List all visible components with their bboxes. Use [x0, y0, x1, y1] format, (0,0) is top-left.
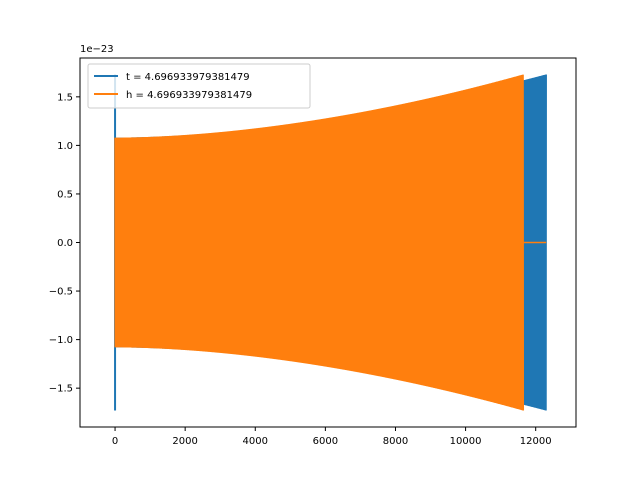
y-tick-label: 0.5 [57, 189, 73, 200]
y-tick-label: 1.5 [57, 92, 73, 103]
legend-entry-h: h = 4.696933979381479 [126, 90, 252, 101]
y-tick-label: −1.0 [49, 335, 73, 346]
y-tick-label: 0.0 [57, 238, 73, 249]
x-tick-label: 4000 [243, 436, 268, 447]
y-tick-label: −1.5 [49, 384, 73, 395]
plot-area [114, 74, 547, 411]
x-tick-label: 6000 [313, 436, 338, 447]
x-tick-label: 2000 [172, 436, 197, 447]
series-line-h [114, 74, 525, 411]
x-tick-label: 12000 [520, 436, 552, 447]
x-tick-label: 0 [112, 436, 118, 447]
x-tick-label: 8000 [383, 436, 408, 447]
axes: 0 2000 4000 6000 8000 10000 12000 −1.5 −1.0 −0.5 0… [49, 57, 577, 447]
y-offset-label: 1e−23 [80, 44, 114, 55]
y-tick-label: 1.0 [57, 141, 73, 152]
legend-box [87, 63, 311, 109]
y-tick-label: −0.5 [49, 287, 73, 298]
legend: t = 4.696933979381479 h = 4.696933979381… [87, 63, 311, 109]
x-tick-label: 10000 [450, 436, 482, 447]
legend-entry-t: t = 4.696933979381479 [126, 72, 250, 83]
